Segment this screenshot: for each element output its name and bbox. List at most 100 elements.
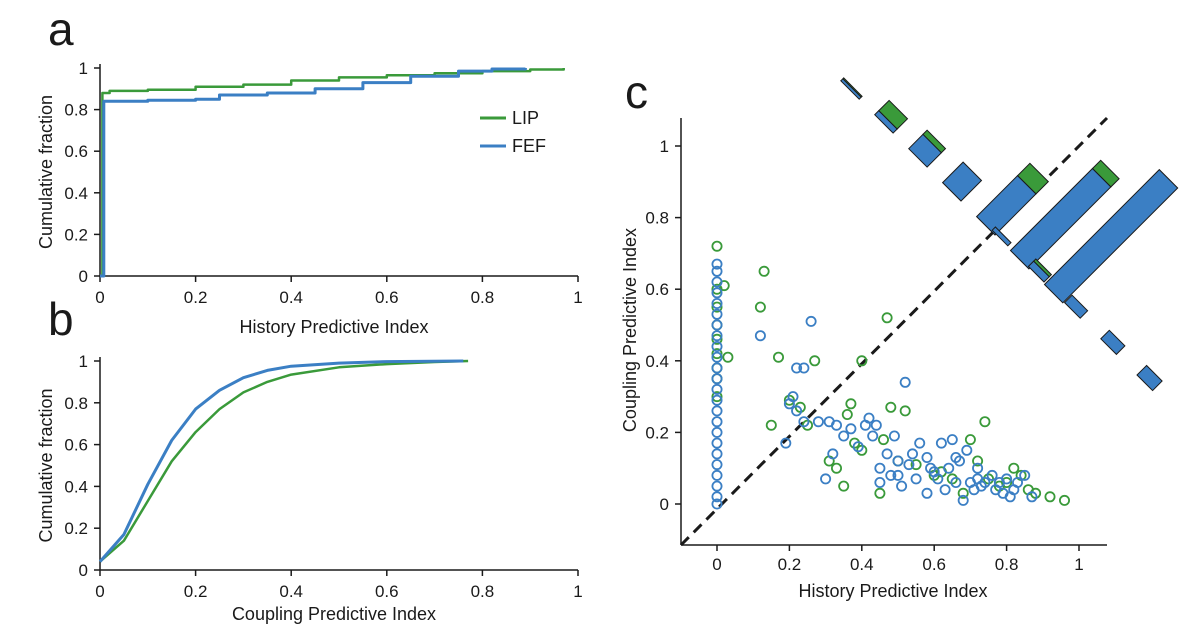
scatter-point-lip [856,444,868,456]
y-tick-label: 0.2 [645,423,669,442]
scatter-point-fef [831,419,843,431]
scatter-point-fef [957,494,969,506]
hist-bar-lip [842,77,863,98]
scatter-point-fef [939,484,951,496]
scatter-point-lip [979,416,991,428]
hist-bar-lip [1016,162,1050,195]
panel-a-chart: 0 0.2 0.4 0.6 0.8 1 0 0.2 0.4 0.6 0.8 1 History Pred… [36,59,583,337]
scatter-point-fef [946,434,958,446]
y-tick-label: 0 [660,495,669,514]
x-tick-label: 0.4 [279,582,303,601]
y-tick-label: 0 [79,561,88,580]
scatter-point-lip [972,455,984,467]
scatter-point-fef [711,480,723,492]
scatter-point-fef [852,441,864,453]
scatter-point-lip [910,459,922,471]
scatter-point-fef [711,265,723,277]
scatter-point-fef [711,362,723,374]
y-tick-label: 0.8 [645,209,669,228]
scatter-point-lip [885,401,897,413]
scatter-point-fef [950,451,962,463]
y-tick-label: 1 [79,59,88,78]
scatter-point-fef [711,276,723,288]
y-tick-label: 0.2 [64,225,88,244]
scatter-point-fef [907,448,919,460]
scatter-point-fef [972,462,984,474]
scatter-point-fef [925,462,937,474]
x-axis-title: History Predictive Index [798,581,987,601]
scatter-point-fef [711,416,723,428]
y-tick-label: 0 [79,267,88,286]
hist-bar-fef [1100,329,1126,356]
scatter-point-lip [983,473,995,485]
scatter-point-fef [870,419,882,431]
scatter-point-fef [954,455,966,467]
series-line-fef [100,67,527,278]
hist-bar-lip [1032,258,1053,278]
series-line-lip [99,359,469,563]
scatter-point-fef [979,476,991,488]
hist-bar-lip [922,129,947,154]
scatter-point-lip [964,434,976,446]
scatter-point-fef [711,469,723,481]
x-tick-label: 1 [573,582,582,601]
scatter-point-lip [899,405,911,417]
scatter-point-lip [802,419,814,431]
scatter-point-lip [711,391,723,403]
scatter-point-lip [1044,491,1056,503]
x-axis-title: Coupling Predictive Index [232,604,436,624]
hist-bar-lip [1091,159,1120,188]
scatter-point-fef [845,423,857,435]
x-tick-label: 0.4 [279,288,303,307]
series-line-fef [98,359,464,563]
scatter-point-fef [711,308,723,320]
scatter-point-lip [881,312,893,324]
scatter-point-fef [812,416,824,428]
scatter-point-fef [711,394,723,406]
x-tick-label: 0.6 [922,555,946,574]
panel-letter-b: b [48,293,74,345]
scatter-point-fef [820,473,832,485]
scatter-point-lip [841,408,853,420]
scatter-point-lip [878,434,890,446]
y-axis-title: Coupling Predictive Index [620,228,640,432]
y-axis-title: Cumulative fraction [36,388,56,542]
scatter-point-fef [780,437,792,449]
x-tick-label: 0.8 [471,582,495,601]
scatter-point-fef [943,462,955,474]
x-tick-label: 0.8 [471,288,495,307]
x-tick-label: 0.2 [184,288,208,307]
hist-bar-fef [1043,168,1179,304]
scatter-point-fef [950,476,962,488]
scatter-point-fef [892,469,904,481]
scatter-point-fef [711,297,723,309]
scatter-point-fef [903,459,915,471]
scatter-point-lip [849,437,861,449]
scatter-point-fef [910,473,922,485]
legend-label-fef: FEF [512,136,546,156]
scatter-point-fef [914,437,926,449]
scatter-point-fef [711,340,723,352]
identity-diagonal [679,116,1109,547]
scatter-point-fef [827,448,839,460]
scatter-point-fef [921,487,933,499]
y-axis-title: Cumulative fraction [36,95,56,249]
x-tick-label: 0 [95,582,104,601]
x-tick-label: 0.2 [184,582,208,601]
y-tick-label: 0.8 [64,101,88,120]
scatter-point-lip [773,351,785,363]
scatter-point-lip [1008,462,1020,474]
scatter-point-fef [798,362,810,374]
y-tick-label: 0.4 [64,184,88,203]
scatter-point-fef [805,315,817,327]
scatter-point-fef [711,437,723,449]
x-tick-label: 0.2 [778,555,802,574]
scatter-point-fef [787,391,799,403]
x-tick-label: 0.4 [850,555,874,574]
scatter-point-fef [896,480,908,492]
scatter-point-fef [798,416,810,428]
scatter-point-fef [1001,473,1013,485]
hist-bar-fef [1136,364,1163,392]
scatter-point-fef [711,351,723,363]
